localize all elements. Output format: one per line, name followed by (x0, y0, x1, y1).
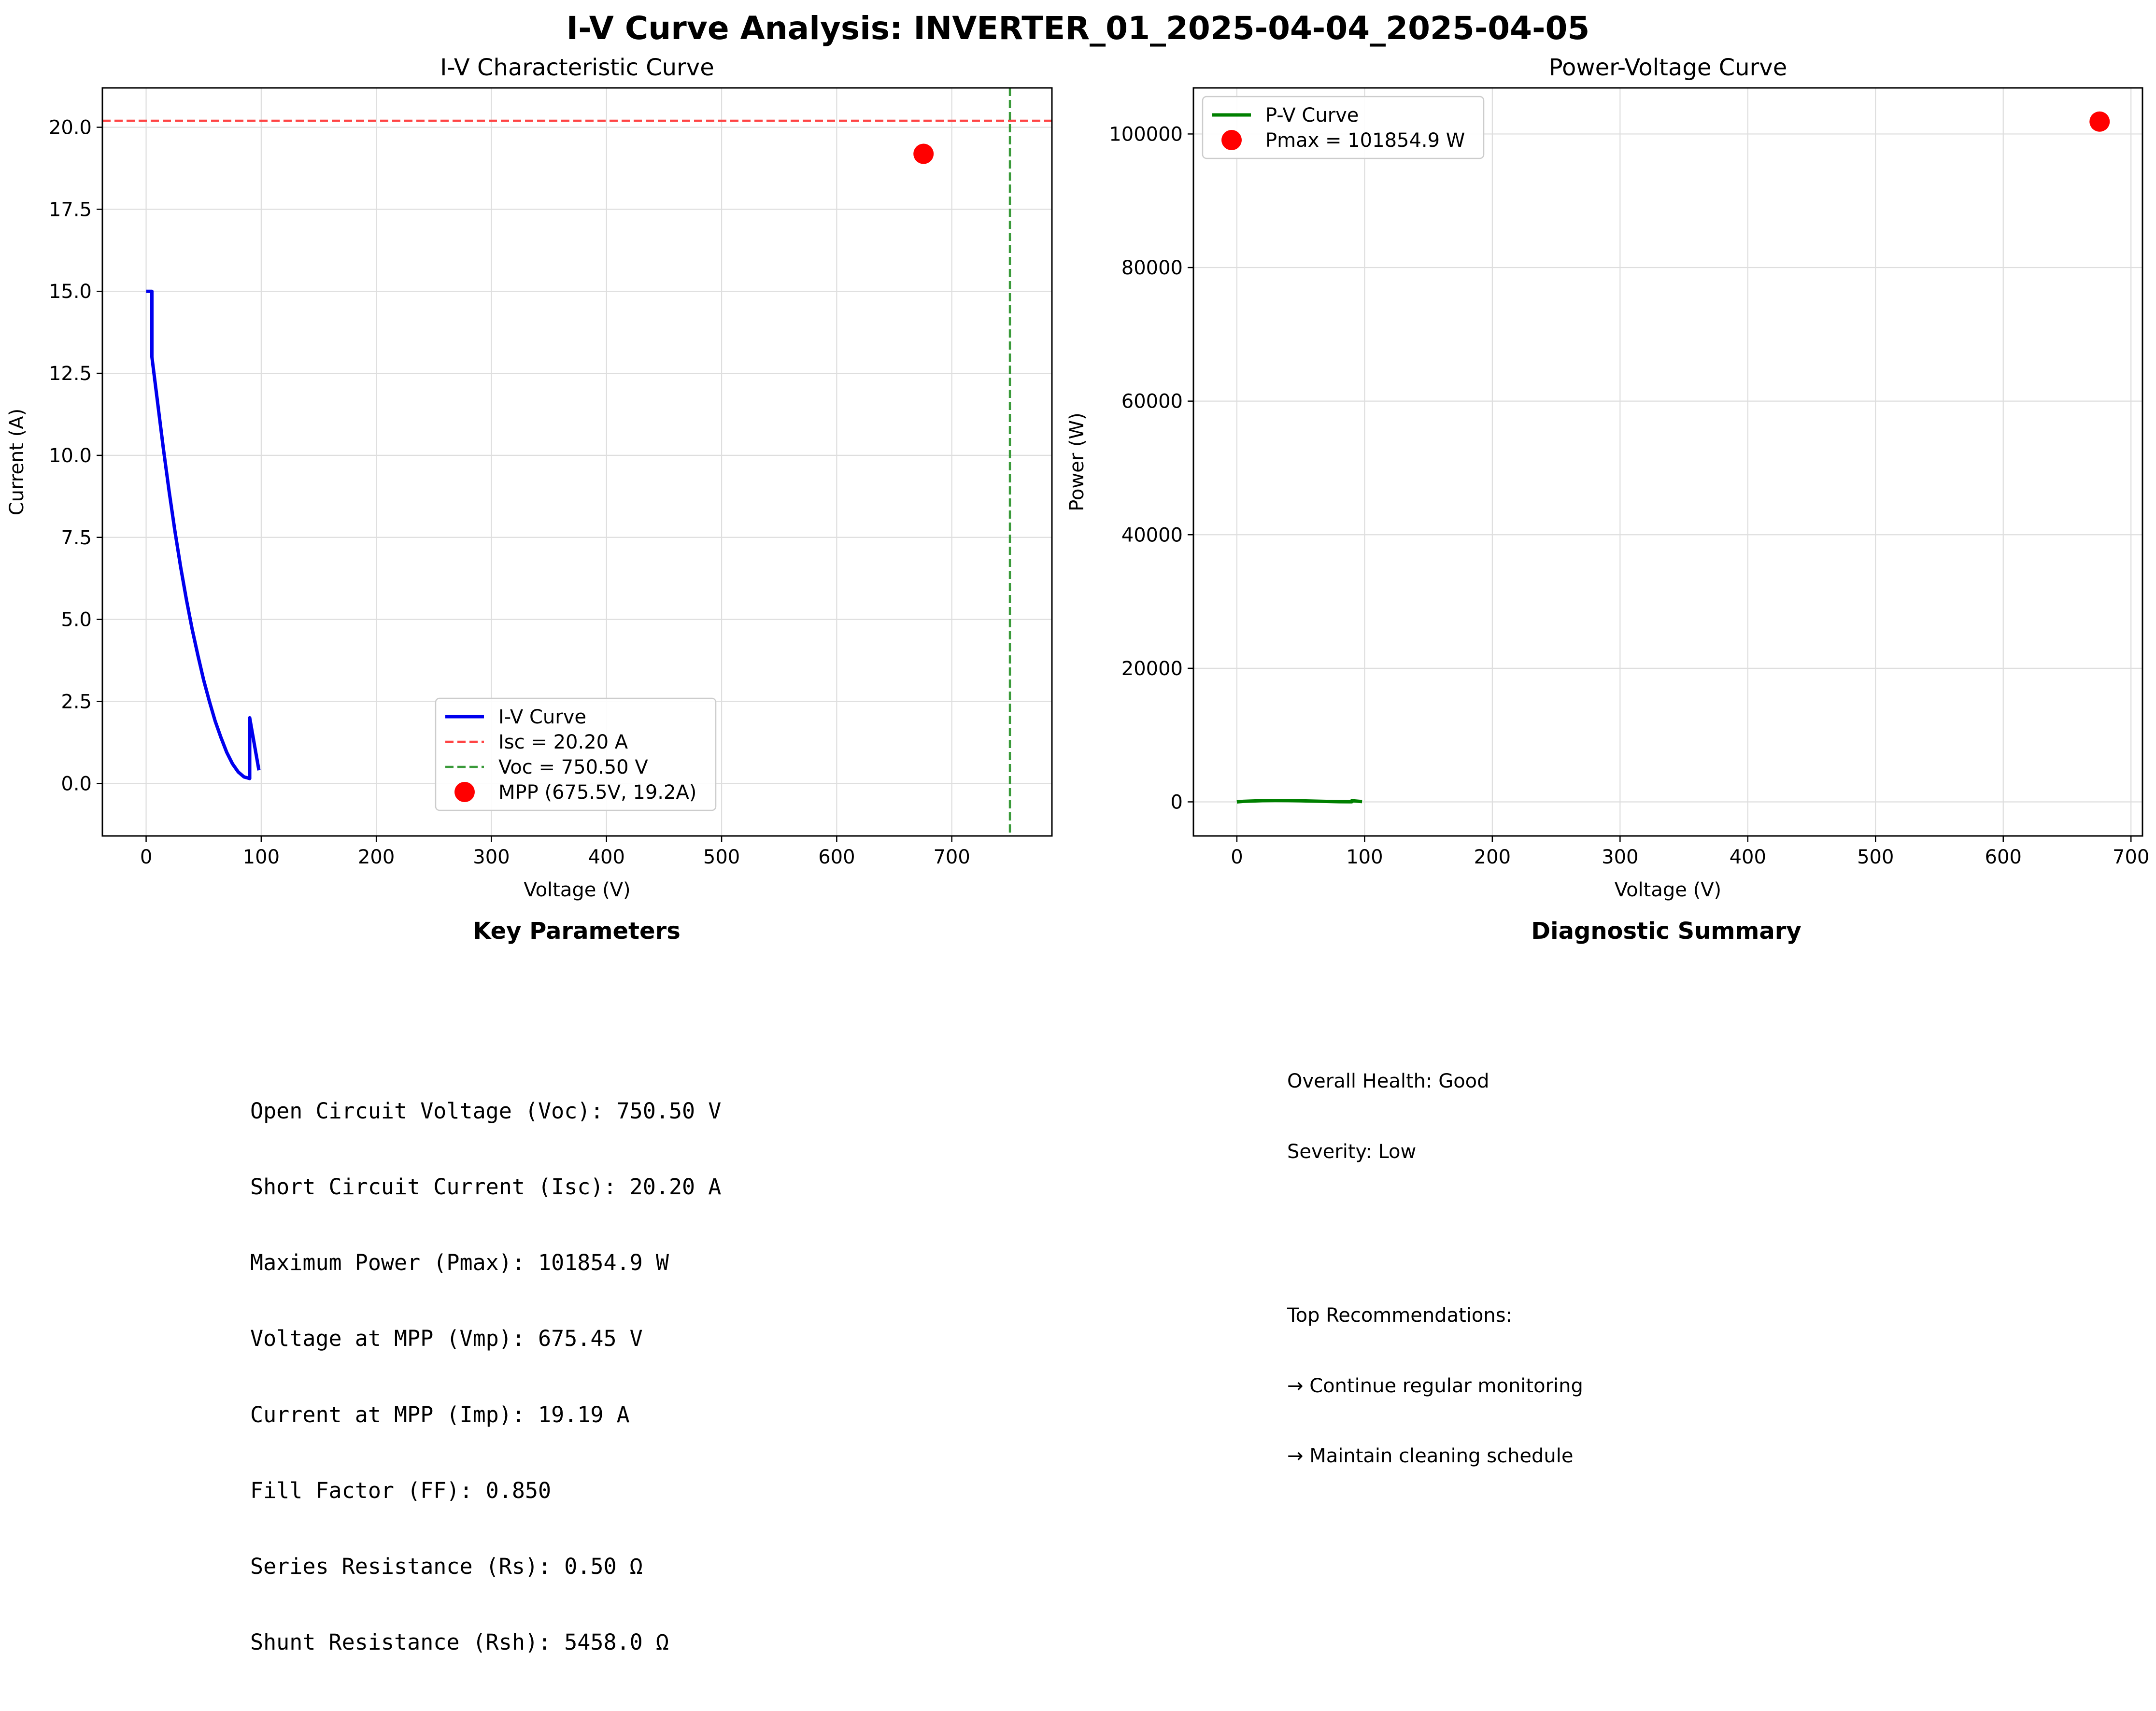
legend-swatch-dot (1221, 130, 1242, 150)
x-tick-label: 200 (358, 846, 395, 868)
diagnostic-summary-text: Overall Health: Good Severity: Low Top R… (1287, 1023, 1583, 1491)
param-line-pmax: Maximum Power (Pmax): 101854.9 W (250, 1250, 669, 1276)
legend-label: I-V Curve (498, 706, 586, 728)
param-line-imp: Current at MPP (Imp): 19.19 A (250, 1401, 630, 1428)
legend-label: Isc = 20.20 A (498, 731, 628, 753)
y-tick-label: 20000 (1121, 658, 1183, 680)
x-tick-label: 700 (933, 846, 970, 868)
y-axis-label: Power (W) (1066, 412, 1088, 511)
y-tick-label: 0.0 (61, 773, 92, 795)
param-line-voc: Open Circuit Voltage (Voc): 750.50 V (250, 1098, 722, 1124)
y-tick-label: 2.5 (61, 691, 92, 713)
legend-label: Pmax = 101854.9 W (1265, 129, 1465, 152)
x-axis-label: Voltage (V) (1615, 879, 1721, 901)
x-tick-label: 600 (1985, 846, 2022, 868)
x-tick-label: 500 (703, 846, 740, 868)
x-tick-label: 600 (818, 846, 855, 868)
y-tick-label: 5.0 (61, 609, 92, 631)
param-line-rs: Series Resistance (Rs): 0.50 Ω (250, 1554, 643, 1580)
key-parameters-heading: Key Parameters (473, 918, 681, 945)
x-tick-label: 700 (2113, 846, 2149, 868)
recommendation-item: → Continue regular monitoring (1287, 1374, 1583, 1397)
y-tick-label: 15.0 (49, 281, 92, 303)
key-parameters-list: Open Circuit Voltage (Voc): 750.50 V Sho… (250, 1048, 721, 1681)
legend-swatch-dot (454, 782, 475, 802)
x-tick-label: 300 (1602, 846, 1638, 868)
y-tick-label: 12.5 (49, 363, 92, 385)
x-tick-label: 100 (1346, 846, 1383, 868)
y-tick-label: 40000 (1121, 524, 1183, 546)
x-tick-label: 100 (243, 846, 280, 868)
param-line-ff: Fill Factor (FF): 0.850 (250, 1477, 552, 1503)
y-tick-label: 60000 (1121, 391, 1183, 413)
recommendation-item: → Maintain cleaning schedule (1287, 1445, 1574, 1467)
legend-label: P-V Curve (1265, 104, 1359, 127)
recommendations-heading: Top Recommendations: (1287, 1304, 1513, 1327)
param-line-isc: Short Circuit Current (Isc): 20.20 A (250, 1174, 722, 1200)
y-tick-label: 7.5 (61, 527, 92, 549)
legend-box (1202, 96, 1485, 159)
y-axis-label: Current (A) (6, 409, 28, 516)
series-line (146, 289, 261, 780)
x-tick-label: 400 (588, 846, 625, 868)
y-tick-label: 0 (1171, 791, 1183, 813)
param-line-vmp: Voltage at MPP (Vmp): 675.45 V (250, 1326, 643, 1352)
plot-frame (101, 87, 1053, 837)
x-axis-label: Voltage (V) (524, 879, 630, 901)
y-tick-label: 17.5 (49, 198, 92, 221)
x-tick-label: 500 (1857, 846, 1894, 868)
marker-point (2089, 111, 2110, 132)
series-line (1236, 799, 1362, 804)
figure-title: I-V Curve Analysis: INVERTER_01_2025-04-… (566, 10, 1590, 47)
plot-frame (1192, 87, 2143, 837)
x-tick-label: 0 (1231, 846, 1243, 868)
legend-box (435, 697, 717, 811)
x-tick-label: 200 (1474, 846, 1511, 868)
legend-label: Voc = 750.50 V (498, 756, 648, 778)
y-tick-label: 100000 (1109, 123, 1183, 145)
chart-title: I-V Characteristic Curve (440, 54, 714, 81)
x-tick-label: 0 (140, 846, 152, 868)
marker-point (913, 143, 934, 164)
y-tick-label: 80000 (1121, 257, 1183, 279)
overall-health: Overall Health: Good (1287, 1070, 1489, 1092)
severity: Severity: Low (1287, 1140, 1417, 1163)
param-line-rsh: Shunt Resistance (Rsh): 5458.0 Ω (250, 1629, 669, 1655)
y-tick-label: 10.0 (49, 445, 92, 467)
legend-label: MPP (675.5V, 19.2A) (498, 781, 696, 804)
y-tick-label: 20.0 (49, 117, 92, 139)
diagnostic-summary-heading: Diagnostic Summary (1531, 918, 1801, 945)
x-tick-label: 300 (473, 846, 510, 868)
chart-title: Power-Voltage Curve (1549, 54, 1787, 81)
x-tick-label: 400 (1730, 846, 1766, 868)
